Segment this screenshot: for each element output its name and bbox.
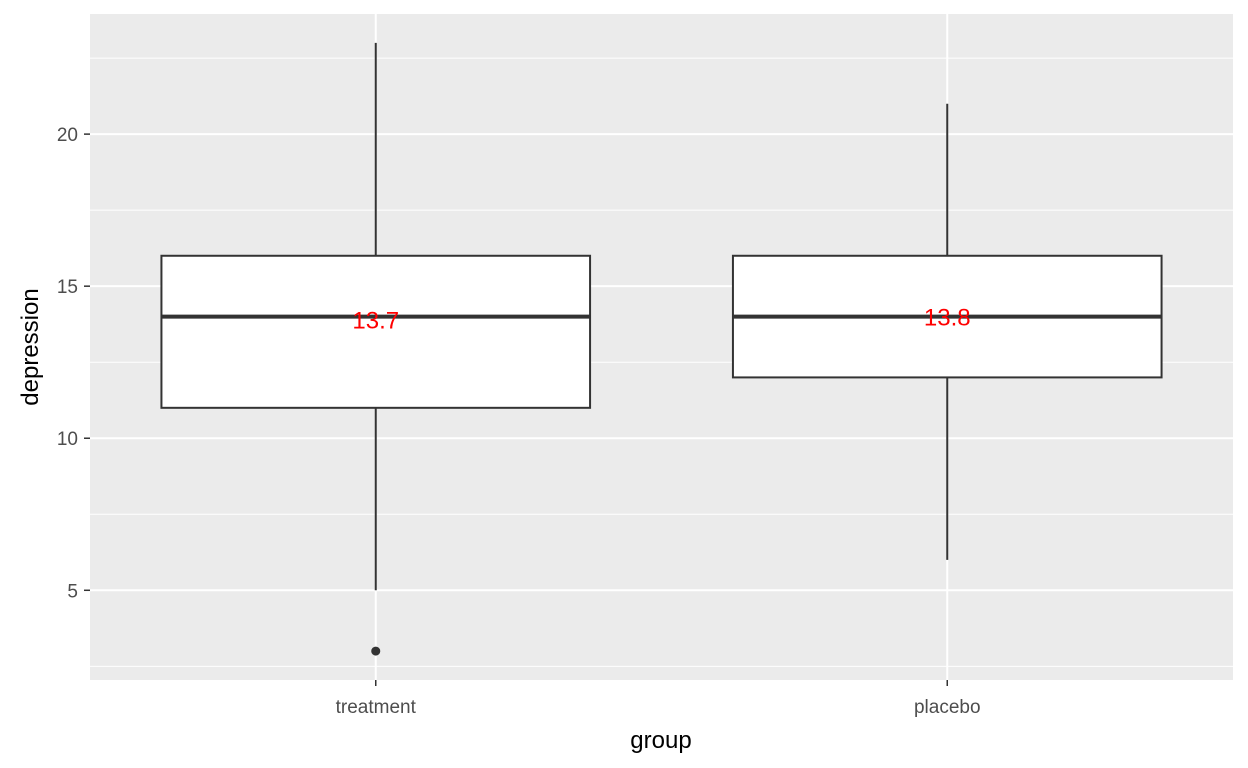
box-group-treatment: 13.7 bbox=[160, 42, 592, 656]
box-group-placebo: 13.8 bbox=[731, 103, 1163, 560]
y-tick-label: 10 bbox=[57, 429, 78, 450]
y-tick-label: 20 bbox=[57, 125, 78, 146]
box-iqr bbox=[160, 254, 592, 409]
y-tick-label: 15 bbox=[57, 277, 78, 298]
y-axis: 5 10 15 20 bbox=[57, 125, 90, 602]
outlier-point bbox=[371, 646, 381, 656]
mean-label: 13.8 bbox=[924, 305, 971, 332]
y-tick-label: 5 bbox=[67, 581, 78, 602]
x-axis-title: group bbox=[630, 727, 691, 754]
x-tick-label: treatment bbox=[336, 697, 417, 718]
y-axis-title: depression bbox=[17, 288, 44, 405]
mean-label: 13.7 bbox=[352, 308, 399, 335]
x-tick-label: placebo bbox=[914, 697, 981, 718]
boxes-layer: 13.7 13.8 bbox=[160, 42, 1163, 656]
x-axis: treatment placebo bbox=[336, 680, 981, 718]
